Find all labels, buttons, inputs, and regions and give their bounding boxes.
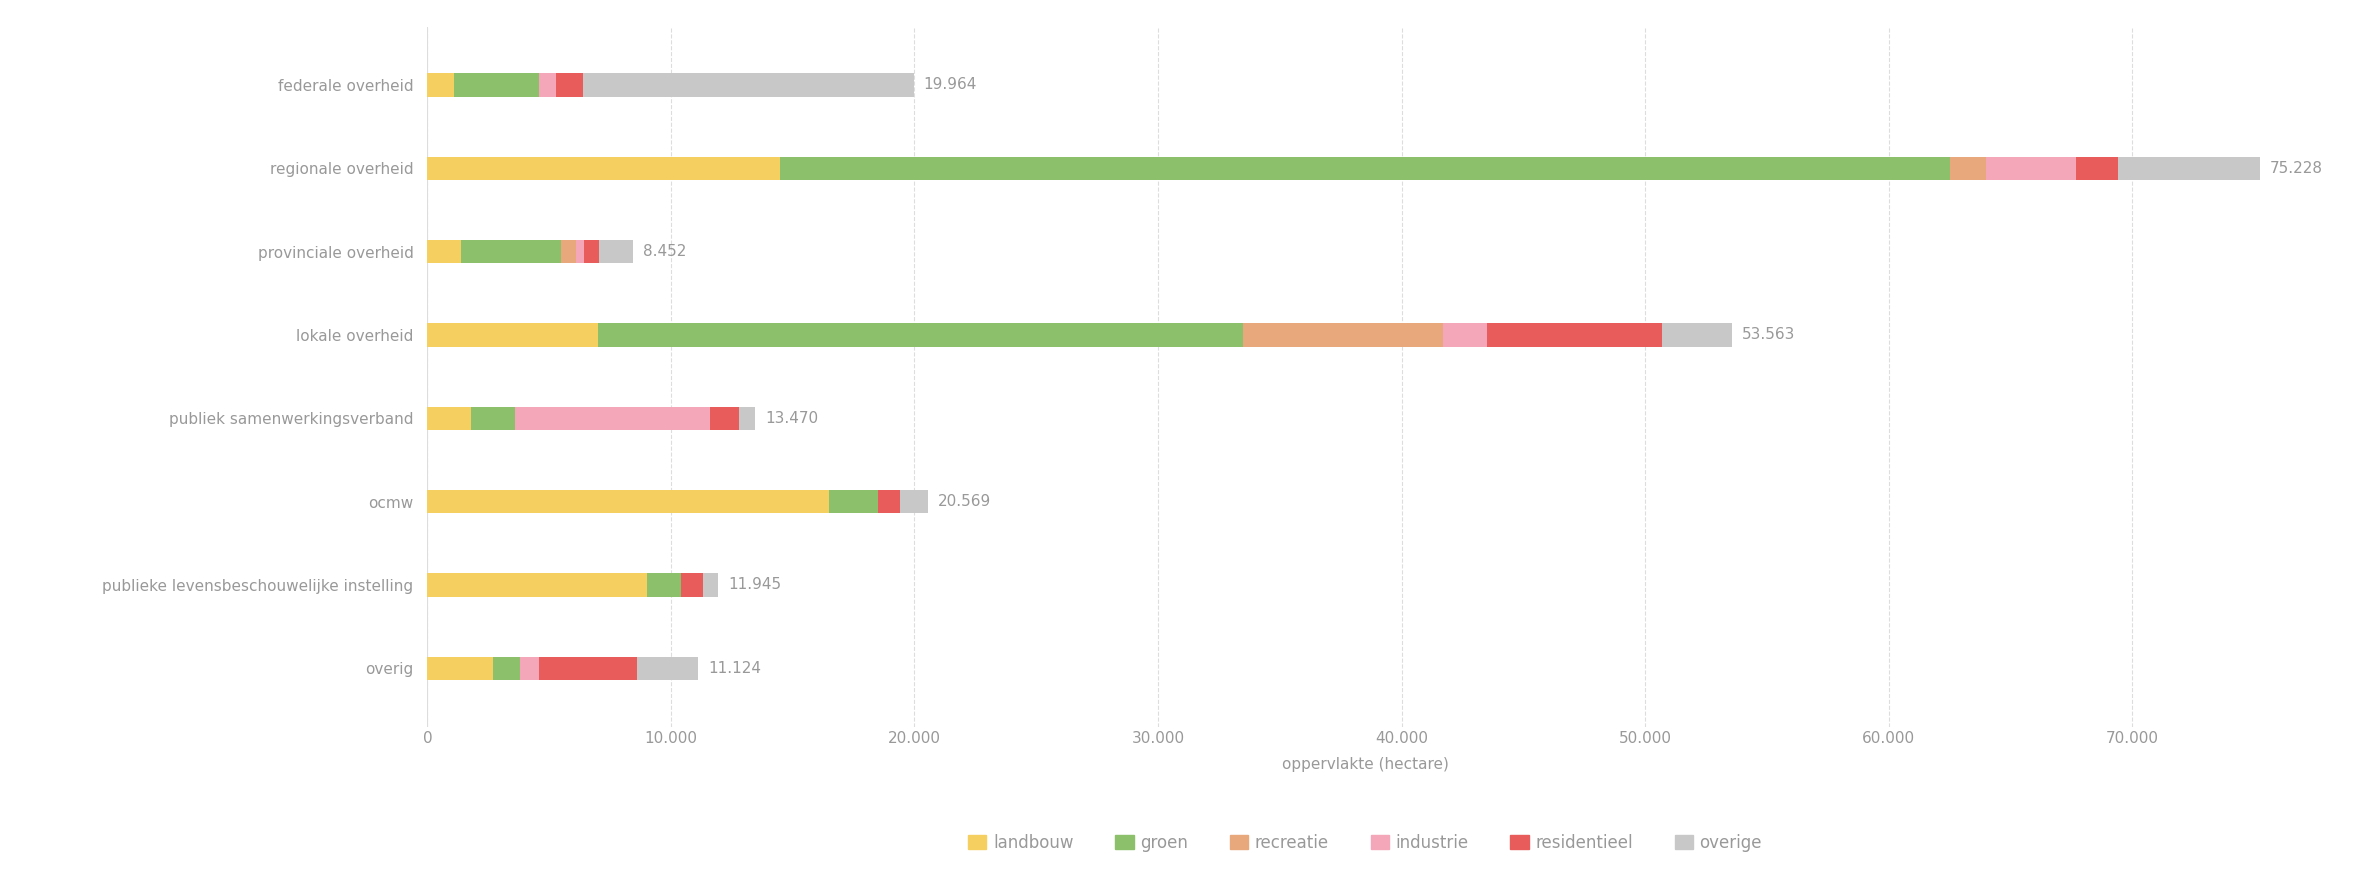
Bar	[703, 573, 719, 596]
Bar	[427, 407, 470, 430]
Bar	[427, 74, 453, 97]
Bar	[427, 240, 461, 263]
Bar	[494, 657, 520, 680]
Bar	[598, 240, 634, 263]
Bar	[681, 573, 703, 596]
Bar	[829, 490, 878, 513]
Bar	[2077, 157, 2118, 180]
Text: 53.563: 53.563	[1743, 328, 1795, 342]
Bar	[515, 407, 710, 430]
Bar	[470, 407, 515, 430]
Bar	[461, 240, 560, 263]
Bar	[738, 407, 755, 430]
Bar	[577, 240, 584, 263]
Bar	[1949, 157, 1987, 180]
Text: 8.452: 8.452	[643, 244, 686, 259]
Bar	[878, 490, 900, 513]
Bar	[646, 573, 681, 596]
Bar	[636, 657, 698, 680]
Bar	[520, 657, 539, 680]
Bar	[560, 240, 577, 263]
Bar	[427, 323, 598, 346]
Bar	[539, 74, 556, 97]
Bar	[598, 323, 1244, 346]
Bar	[584, 74, 914, 97]
Bar	[1244, 323, 1443, 346]
Legend: landbouw, groen, recreatie, industrie, residentieel, overige: landbouw, groen, recreatie, industrie, r…	[961, 827, 1769, 859]
Bar	[900, 490, 928, 513]
Text: 11.945: 11.945	[729, 578, 781, 593]
Bar	[584, 240, 598, 263]
Text: 75.228: 75.228	[2270, 160, 2322, 175]
Bar	[1662, 323, 1733, 346]
Bar	[427, 490, 829, 513]
Text: 20.569: 20.569	[938, 494, 992, 509]
Bar	[427, 573, 646, 596]
Bar	[427, 157, 781, 180]
Bar	[1486, 323, 1662, 346]
Text: 19.964: 19.964	[923, 77, 976, 92]
X-axis label: oppervlakte (hectare): oppervlakte (hectare)	[1282, 758, 1448, 773]
Bar	[1443, 323, 1486, 346]
Bar	[453, 74, 539, 97]
Bar	[539, 657, 636, 680]
Bar	[781, 157, 1949, 180]
Bar	[1987, 157, 2077, 180]
Bar	[710, 407, 738, 430]
Bar	[427, 657, 494, 680]
Text: 11.124: 11.124	[707, 661, 762, 676]
Text: 13.470: 13.470	[764, 411, 819, 425]
Bar	[2118, 157, 2260, 180]
Bar	[556, 74, 584, 97]
